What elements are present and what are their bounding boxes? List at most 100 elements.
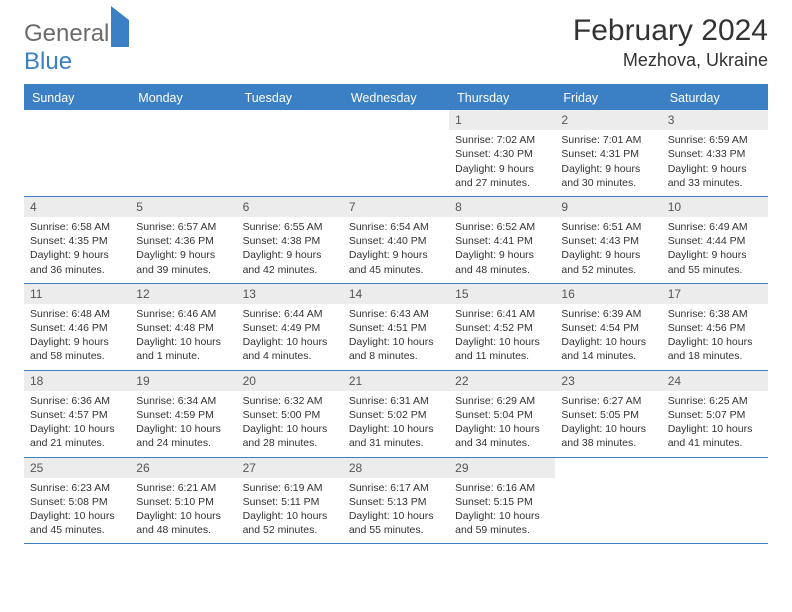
sunset-line: Sunset: 4:49 PM [243, 321, 337, 335]
sunset-line: Sunset: 4:44 PM [668, 234, 762, 248]
day-number: 29 [449, 458, 555, 478]
week-row: 1Sunrise: 7:02 AMSunset: 4:30 PMDaylight… [24, 110, 768, 197]
daylight-line: Daylight: 9 hours and 45 minutes. [349, 248, 443, 276]
day-number: 8 [449, 197, 555, 217]
sunset-line: Sunset: 4:51 PM [349, 321, 443, 335]
logo-triangle-icon [111, 6, 129, 47]
day-cell: 6Sunrise: 6:55 AMSunset: 4:38 PMDaylight… [237, 197, 343, 283]
day-cell [237, 110, 343, 196]
sunset-line: Sunset: 4:59 PM [136, 408, 230, 422]
day-number: 18 [24, 371, 130, 391]
daylight-line: Daylight: 10 hours and 41 minutes. [668, 422, 762, 450]
sunrise-line: Sunrise: 6:43 AM [349, 307, 443, 321]
day-cell: 2Sunrise: 7:01 AMSunset: 4:31 PMDaylight… [555, 110, 661, 196]
sunrise-line: Sunrise: 6:31 AM [349, 394, 443, 408]
sunrise-line: Sunrise: 7:02 AM [455, 133, 549, 147]
daylight-line: Daylight: 10 hours and 18 minutes. [668, 335, 762, 363]
sunset-line: Sunset: 4:30 PM [455, 147, 549, 161]
day-number: 21 [343, 371, 449, 391]
daylight-line: Daylight: 10 hours and 38 minutes. [561, 422, 655, 450]
day-number: 11 [24, 284, 130, 304]
day-number: 25 [24, 458, 130, 478]
sunrise-line: Sunrise: 6:58 AM [30, 220, 124, 234]
sunrise-line: Sunrise: 6:49 AM [668, 220, 762, 234]
sunset-line: Sunset: 4:54 PM [561, 321, 655, 335]
day-cell: 15Sunrise: 6:41 AMSunset: 4:52 PMDayligh… [449, 284, 555, 370]
daylight-line: Daylight: 10 hours and 59 minutes. [455, 509, 549, 537]
sunrise-line: Sunrise: 6:19 AM [243, 481, 337, 495]
sunrise-line: Sunrise: 6:21 AM [136, 481, 230, 495]
day-cell: 8Sunrise: 6:52 AMSunset: 4:41 PMDaylight… [449, 197, 555, 283]
day-cell [662, 458, 768, 544]
week-row: 11Sunrise: 6:48 AMSunset: 4:46 PMDayligh… [24, 284, 768, 371]
day-cell: 1 Sunrise: 7:02 AMSunset: 4:30 PMDaylight… [449, 110, 555, 196]
daylight-line: Daylight: 10 hours and 28 minutes. [243, 422, 337, 450]
sunset-line: Sunset: 4:31 PM [561, 147, 655, 161]
sunset-line: Sunset: 4:46 PM [30, 321, 124, 335]
dow-row: SundayMondayTuesdayWednesdayThursdayFrid… [24, 86, 768, 110]
sunset-line: Sunset: 5:02 PM [349, 408, 443, 422]
dow-cell: Tuesday [237, 86, 343, 110]
daylight-line: Daylight: 10 hours and 11 minutes. [455, 335, 549, 363]
sunrise-line: Sunrise: 6:34 AM [136, 394, 230, 408]
daylight-line: Daylight: 9 hours and 33 minutes. [668, 162, 762, 190]
sunset-line: Sunset: 5:07 PM [668, 408, 762, 422]
calendar: SundayMondayTuesdayWednesdayThursdayFrid… [24, 84, 768, 544]
sunrise-line: Sunrise: 6:51 AM [561, 220, 655, 234]
sunset-line: Sunset: 5:10 PM [136, 495, 230, 509]
day-number: 19 [130, 371, 236, 391]
sunset-line: Sunset: 4:41 PM [455, 234, 549, 248]
sunrise-line: Sunrise: 6:36 AM [30, 394, 124, 408]
sunrise-line: Sunrise: 6:17 AM [349, 481, 443, 495]
daylight-line: Daylight: 9 hours and 36 minutes. [30, 248, 124, 276]
dow-cell: Monday [130, 86, 236, 110]
daylight-line: Daylight: 10 hours and 8 minutes. [349, 335, 443, 363]
day-number: 1 [449, 110, 555, 130]
sunset-line: Sunset: 5:11 PM [243, 495, 337, 509]
sunset-line: Sunset: 4:48 PM [136, 321, 230, 335]
day-number: 3 [662, 110, 768, 130]
logo-text-blue: Blue [24, 48, 72, 75]
sunset-line: Sunset: 4:36 PM [136, 234, 230, 248]
sunset-line: Sunset: 4:43 PM [561, 234, 655, 248]
daylight-line: Daylight: 9 hours and 58 minutes. [30, 335, 124, 363]
sunrise-line: Sunrise: 6:48 AM [30, 307, 124, 321]
sunset-line: Sunset: 5:00 PM [243, 408, 337, 422]
day-cell: 20Sunrise: 6:32 AMSunset: 5:00 PMDayligh… [237, 371, 343, 457]
day-cell: 22Sunrise: 6:29 AMSunset: 5:04 PMDayligh… [449, 371, 555, 457]
day-number: 16 [555, 284, 661, 304]
daylight-line: Daylight: 9 hours and 30 minutes. [561, 162, 655, 190]
daylight-line: Daylight: 10 hours and 4 minutes. [243, 335, 337, 363]
sunset-line: Sunset: 5:15 PM [455, 495, 549, 509]
daylight-line: Daylight: 10 hours and 1 minute. [136, 335, 230, 363]
day-cell: 17Sunrise: 6:38 AMSunset: 4:56 PMDayligh… [662, 284, 768, 370]
daylight-line: Daylight: 9 hours and 27 minutes. [455, 162, 549, 190]
day-cell: 19 Sunrise: 6:34 AMSunset: 4:59 PMDayligh… [130, 371, 236, 457]
day-number: 17 [662, 284, 768, 304]
daylight-line: Daylight: 9 hours and 48 minutes. [455, 248, 549, 276]
logo: General Blue [24, 20, 129, 76]
day-number: 4 [24, 197, 130, 217]
sunset-line: Sunset: 4:40 PM [349, 234, 443, 248]
daylight-line: Daylight: 10 hours and 48 minutes. [136, 509, 230, 537]
sunrise-line: Sunrise: 6:46 AM [136, 307, 230, 321]
day-cell: 28Sunrise: 6:17 AMSunset: 5:13 PMDayligh… [343, 458, 449, 544]
day-number: 15 [449, 284, 555, 304]
sunset-line: Sunset: 4:56 PM [668, 321, 762, 335]
day-number: 13 [237, 284, 343, 304]
sunset-line: Sunset: 4:35 PM [30, 234, 124, 248]
daylight-line: Daylight: 10 hours and 24 minutes. [136, 422, 230, 450]
day-cell: 7Sunrise: 6:54 AMSunset: 4:40 PMDaylight… [343, 197, 449, 283]
logo-text: General Blue [24, 20, 129, 76]
daylight-line: Daylight: 9 hours and 55 minutes. [668, 248, 762, 276]
sunrise-line: Sunrise: 6:55 AM [243, 220, 337, 234]
day-cell: 13 Sunrise: 6:44 AMSunset: 4:49 PMDayligh… [237, 284, 343, 370]
sunrise-line: Sunrise: 6:57 AM [136, 220, 230, 234]
location: Mezhova, Ukraine [573, 50, 768, 71]
sunrise-line: Sunrise: 6:23 AM [30, 481, 124, 495]
sunset-line: Sunset: 5:04 PM [455, 408, 549, 422]
day-number: 14 [343, 284, 449, 304]
sunset-line: Sunset: 4:38 PM [243, 234, 337, 248]
day-number: 2 [555, 110, 661, 130]
sunrise-line: Sunrise: 6:44 AM [243, 307, 337, 321]
